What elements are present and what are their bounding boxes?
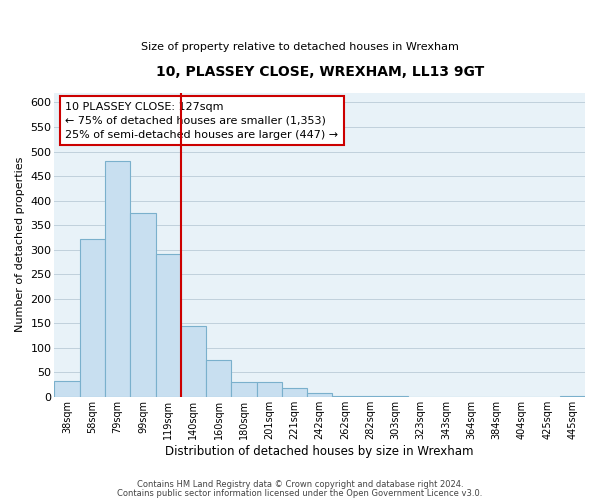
Bar bbox=[105, 161, 130, 397]
Text: 10 PLASSEY CLOSE: 127sqm
← 75% of detached houses are smaller (1,353)
25% of sem: 10 PLASSEY CLOSE: 127sqm ← 75% of detach… bbox=[65, 102, 338, 140]
X-axis label: Distribution of detached houses by size in Wrexham: Distribution of detached houses by size … bbox=[166, 444, 474, 458]
Bar bbox=[282, 388, 307, 397]
Bar bbox=[307, 394, 332, 397]
Y-axis label: Number of detached properties: Number of detached properties bbox=[15, 157, 25, 332]
Text: Size of property relative to detached houses in Wrexham: Size of property relative to detached ho… bbox=[141, 42, 459, 52]
Bar bbox=[130, 214, 155, 397]
Bar bbox=[232, 382, 257, 397]
Bar bbox=[155, 254, 181, 397]
Bar bbox=[206, 360, 232, 397]
Bar bbox=[332, 396, 358, 397]
Title: 10, PLASSEY CLOSE, WREXHAM, LL13 9GT: 10, PLASSEY CLOSE, WREXHAM, LL13 9GT bbox=[155, 65, 484, 79]
Bar bbox=[560, 396, 585, 397]
Bar bbox=[257, 382, 282, 397]
Text: Contains public sector information licensed under the Open Government Licence v3: Contains public sector information licen… bbox=[118, 488, 482, 498]
Bar bbox=[55, 381, 80, 397]
Text: Contains HM Land Registry data © Crown copyright and database right 2024.: Contains HM Land Registry data © Crown c… bbox=[137, 480, 463, 489]
Bar bbox=[181, 326, 206, 397]
Bar bbox=[80, 239, 105, 397]
